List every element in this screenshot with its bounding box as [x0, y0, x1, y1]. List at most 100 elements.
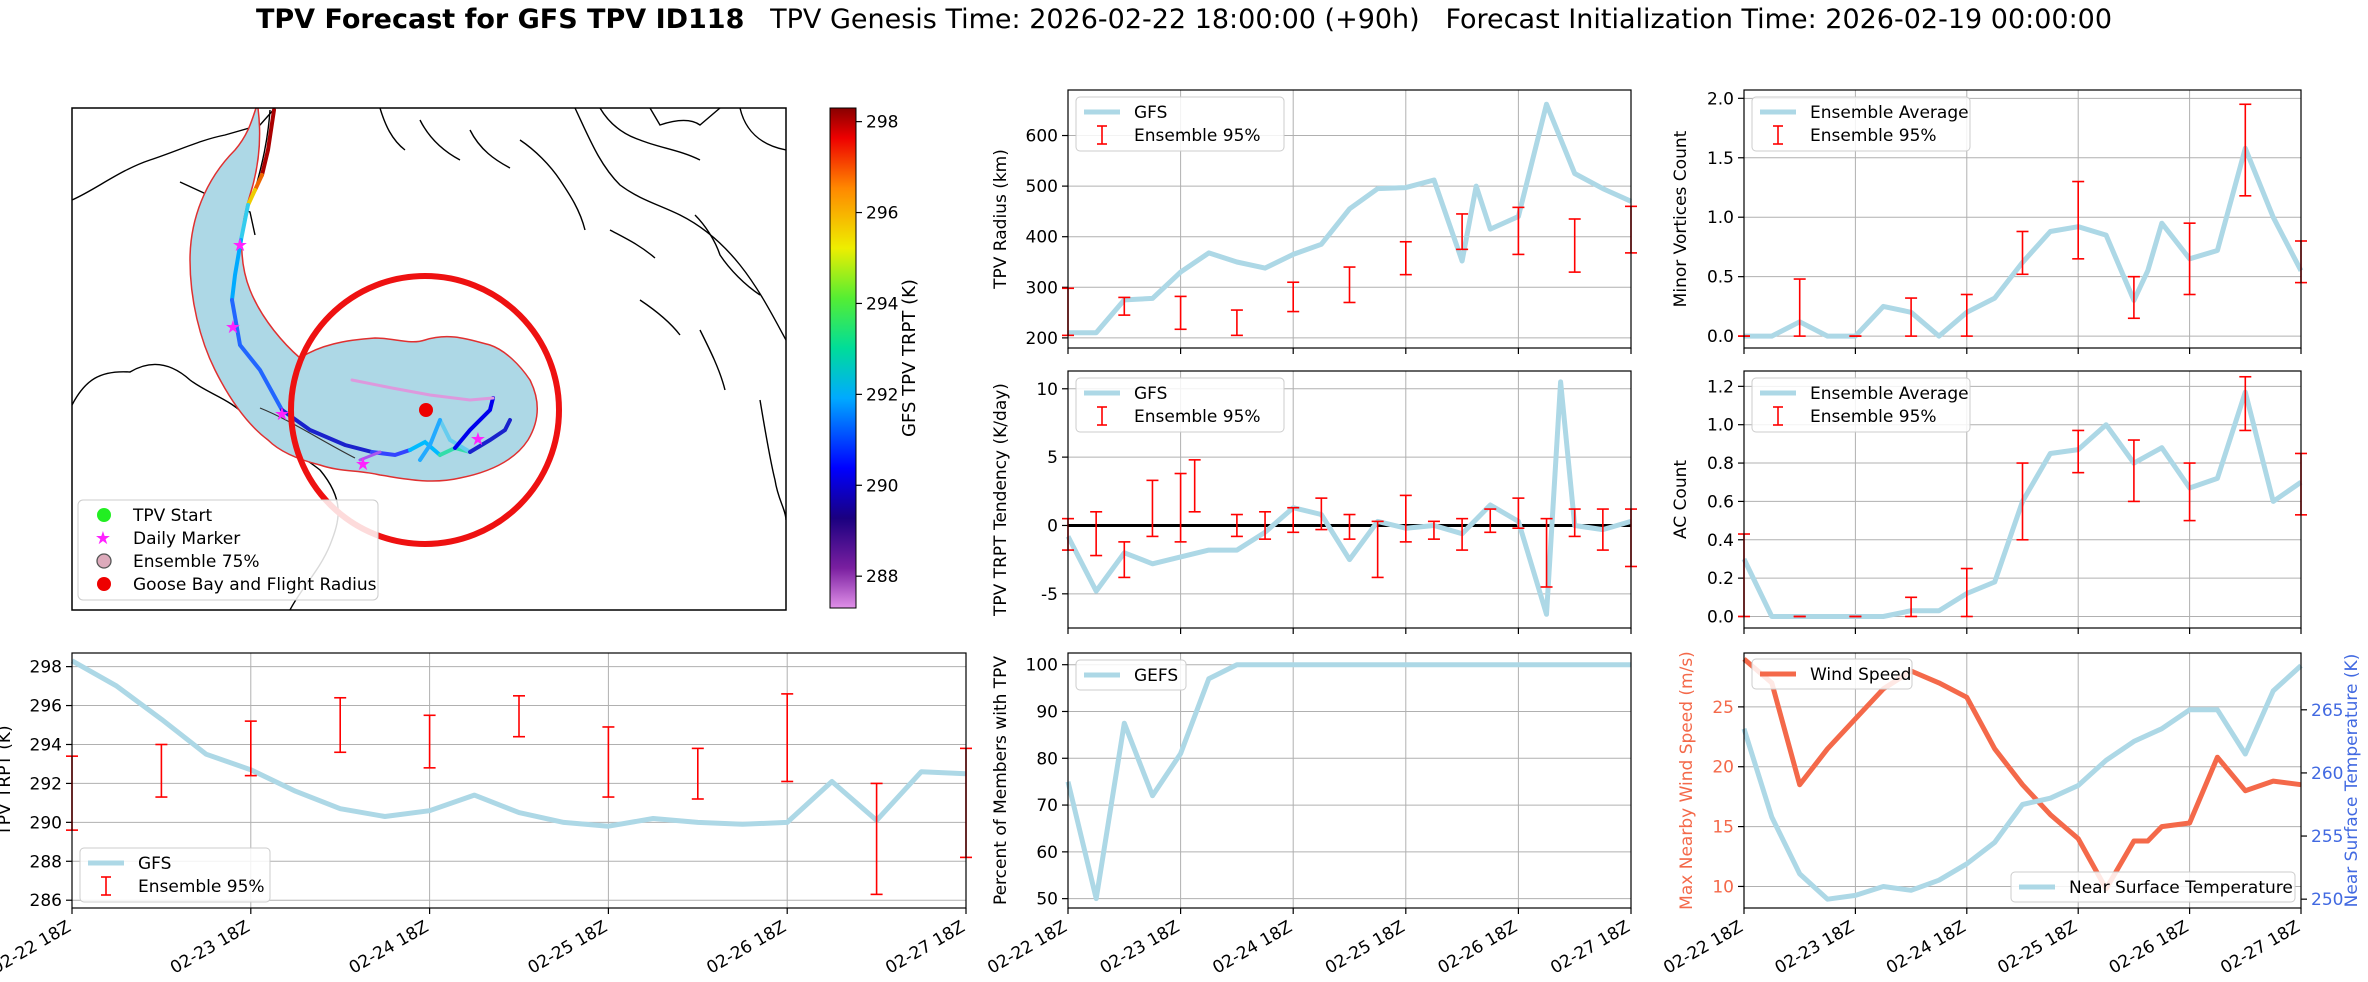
- legend-box: [1751, 377, 1971, 433]
- figure-title-bold: TPV Forecast for GFS TPV ID118: [255, 4, 745, 35]
- chart-panel-wind_temp: 10 15 20 25 02-22 18Z 02-23 18Z 02-24 18Z 02-25…: [1660, 651, 2362, 978]
- daily-marker-star-icon: ★: [355, 454, 371, 475]
- legend-label: GFS: [1134, 384, 1167, 404]
- y-tick-label: 25: [1712, 698, 1734, 718]
- colorbar: 288 290 292 294 296 298 GFS TPV TRPT (K): [829, 107, 920, 609]
- legend-label: Ensemble 95%: [1134, 407, 1261, 427]
- legend-box: [1075, 377, 1285, 433]
- daily-marker-star-icon: ★: [232, 235, 248, 256]
- legend: Ensemble Average Ensemble 95%: [1751, 377, 1971, 433]
- y2-tick-label: 260: [2311, 764, 2343, 784]
- daily-marker-star-icon: ★: [274, 404, 290, 425]
- y-tick-label: 1.2: [1707, 377, 1734, 397]
- plot-area: [1744, 653, 2301, 908]
- x-tick-label: 02-24 18Z: [1883, 917, 1969, 978]
- y-tick-label: 300: [1026, 278, 1058, 298]
- chart-panel-percent: 50 60 70 80 90 100 02-22 18Z 02-23 18Z 02-24 18Z…: [984, 652, 1634, 978]
- y-tick-label: 15: [1712, 818, 1734, 838]
- x-tick-label: 02-26 18Z: [1435, 917, 1521, 978]
- y-tick-label: 0: [1047, 516, 1058, 536]
- map-legend-label: Goose Bay and Flight Radius: [133, 575, 377, 595]
- x-tick-label: 02-27 18Z: [1547, 917, 1633, 978]
- daily-marker-star-icon: ★: [225, 317, 241, 338]
- map-legend-label: TPV Start: [132, 506, 213, 526]
- goose-bay-marker-icon: [419, 403, 433, 417]
- colorbar-tick-label: 292: [866, 385, 898, 405]
- x-tick-label: 02-22 18Z: [984, 917, 1070, 978]
- legend-label: Ensemble 95%: [1134, 126, 1261, 146]
- x-tick-label: 02-25 18Z: [525, 917, 611, 978]
- colorbar-label: GFS TPV TRPT (K): [899, 279, 920, 437]
- y-tick-label: 0.0: [1707, 607, 1734, 627]
- y-tick-label: 60: [1036, 843, 1058, 863]
- x-tick-label: 02-25 18Z: [1322, 917, 1408, 978]
- y2-axis-label: Near Surface Temperature (K): [2342, 654, 2362, 908]
- y-tick-label: 400: [1026, 228, 1058, 248]
- chart-panel-tendency: -5 0 5 10 TPV TRPT Tendency (K/day) GFS Ensemb…: [991, 370, 1637, 634]
- x-tick-label: 02-24 18Z: [1209, 917, 1295, 978]
- colorbar-tick-label: 288: [866, 567, 898, 587]
- y-tick-label: 20: [1712, 758, 1734, 778]
- x-tick-label: 02-26 18Z: [703, 917, 789, 978]
- x-tick-label: 02-23 18Z: [1772, 917, 1858, 978]
- x-tick-label: 02-23 18Z: [1097, 917, 1183, 978]
- y2-tick-label: 250: [2311, 890, 2343, 910]
- y-tick-label: 0.4: [1707, 531, 1734, 551]
- x-tick-label: 02-27 18Z: [882, 917, 968, 978]
- plot-frame: [1067, 652, 1632, 909]
- legend-box: [1751, 658, 1913, 690]
- legend-label: GEFS: [1134, 666, 1178, 686]
- colorbar-tick-label: 298: [866, 113, 898, 133]
- legend-box: [2010, 871, 2296, 903]
- chart-panel-radius: 200 300 400 500 600 TPV Radius (km) GFS Ensembl…: [991, 89, 1637, 354]
- x-tick-label: 02-22 18Z: [0, 917, 75, 978]
- legend-label: Wind Speed: [1810, 665, 1911, 685]
- daily-markers: ★ ★ ★ ★ ★: [225, 235, 486, 475]
- y2-tick-label: 255: [2311, 827, 2343, 847]
- y-tick-label: 0.0: [1707, 327, 1734, 347]
- legend-label: Ensemble Average: [1810, 103, 1969, 123]
- y-tick-label: 1.0: [1707, 208, 1734, 228]
- series-line: [1065, 379, 1632, 617]
- colorbar-tick-label: 296: [866, 204, 898, 224]
- plot-frame: [1743, 89, 2302, 349]
- goose-bay-marker-icon: [97, 577, 111, 591]
- y-axis-label: AC Count: [1671, 460, 1691, 539]
- legend-box: [1751, 96, 1971, 152]
- map-legend-label: Daily Marker: [133, 529, 240, 549]
- figure-title: TPV Forecast for GFS TPV ID118 TPV Genes…: [0, 4, 2368, 35]
- y-tick-label: 5: [1047, 448, 1058, 468]
- legend: GFS Ensemble 95%: [1075, 377, 1285, 433]
- x-tick-label: 02-26 18Z: [2106, 917, 2192, 978]
- y-tick-label: 0.5: [1707, 268, 1734, 288]
- series-line: [1744, 145, 2304, 339]
- tpv-start-marker-icon: [97, 508, 111, 522]
- y-tick-label: 294: [30, 735, 62, 755]
- y-tick-label: 288: [30, 852, 62, 872]
- y-tick-label: 1.5: [1707, 149, 1734, 169]
- x-tick-label: 02-25 18Z: [1994, 917, 2080, 978]
- map-panel: ★ ★ ★ ★ ★ ★ TPV Start Daily Marker Ensem…: [71, 107, 920, 611]
- plot-frame: [1067, 89, 1632, 349]
- legend-label: Ensemble 95%: [138, 877, 265, 897]
- y-tick-label: 292: [30, 774, 62, 794]
- legend: GEFS: [1075, 659, 1187, 691]
- y-tick-label: 200: [1026, 329, 1058, 349]
- y-axis-label: TPV TRPT (K): [0, 725, 15, 836]
- y-axis-label: Max Nearby Wind Speed (m/s): [1677, 651, 1697, 910]
- chart-panel-trpt: 286 288 290 292 294 296 298 02-22 18Z 02-23 18Z 0…: [0, 652, 972, 978]
- flight-radius-circle: [288, 273, 562, 547]
- y-tick-label: 100: [1026, 656, 1058, 676]
- y-tick-label: 1.0: [1707, 416, 1734, 436]
- legend-label: GFS: [138, 854, 171, 874]
- ensemble-75-patch-icon: [96, 553, 112, 569]
- colorbar-ticks: 288 290 292 294 296 298: [856, 113, 898, 587]
- map-legend-label: Ensemble 75%: [133, 552, 260, 572]
- plot-frame: [1743, 652, 2302, 909]
- chart-panel-minor: 0.0 0.5 1.0 1.5 2.0 Minor Vortices Count Ensem…: [1671, 89, 2307, 354]
- plot-area: [1068, 653, 1631, 908]
- legend: Wind Speed: [1751, 658, 1913, 690]
- colorbar-tick-label: 294: [866, 294, 898, 314]
- y-tick-label: 500: [1026, 177, 1058, 197]
